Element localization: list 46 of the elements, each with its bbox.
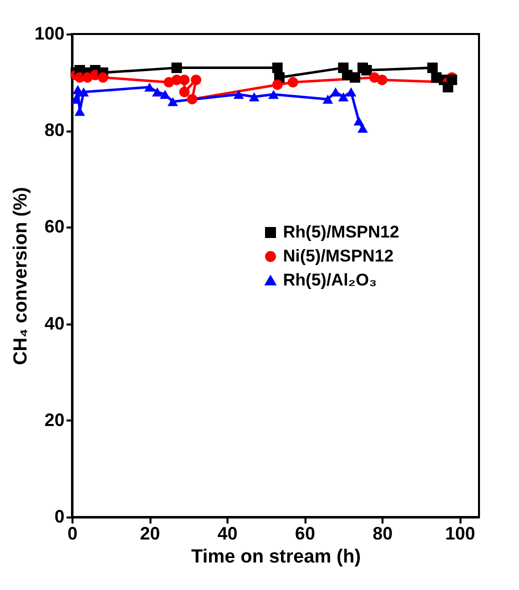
point (288, 77, 298, 88)
point (179, 74, 190, 86)
point (322, 94, 334, 104)
point (268, 90, 279, 99)
y-tick-label: 60 (44, 216, 64, 237)
y-tick-label: 40 (44, 313, 64, 334)
point (272, 62, 283, 74)
legend-label: Rh(5)/Al₂O₃ (283, 270, 377, 290)
x-axis-title: Time on stream (h) (191, 546, 361, 568)
x-tick-label: 100 (445, 524, 476, 544)
point (78, 87, 89, 96)
point (354, 116, 364, 126)
point (98, 72, 108, 83)
point (248, 92, 260, 102)
x-tick-label: 20 (140, 524, 160, 544)
point (179, 86, 190, 98)
point (350, 72, 360, 83)
point (233, 90, 244, 99)
y-tick-label: 0 (54, 506, 64, 526)
point (190, 74, 202, 86)
point (168, 97, 178, 106)
point (330, 87, 341, 96)
point (338, 92, 349, 102)
y-axis-title: CH₄ conversion (%) (10, 187, 32, 365)
legend-label: Ni(5)/MSPN12 (283, 246, 394, 266)
x-tick-label: 80 (372, 524, 393, 544)
point (186, 94, 198, 104)
x-tick-label: 60 (295, 524, 316, 544)
x-tick-label: 0 (67, 524, 78, 544)
point (346, 87, 356, 96)
point (152, 87, 163, 96)
point (171, 62, 182, 74)
y-tick-label: 80 (44, 120, 64, 140)
point (144, 82, 155, 92)
point (272, 79, 283, 90)
point (160, 90, 170, 99)
legend-label: Rh(5)/MSPN12 (283, 222, 400, 242)
point (361, 64, 372, 76)
point (70, 94, 82, 104)
point (446, 74, 458, 86)
x-tick-label: 40 (218, 524, 238, 544)
y-tick-label: 100 (34, 24, 64, 44)
point (357, 124, 368, 133)
point (376, 74, 388, 86)
point (427, 62, 438, 74)
y-tick-label: 20 (44, 410, 64, 430)
